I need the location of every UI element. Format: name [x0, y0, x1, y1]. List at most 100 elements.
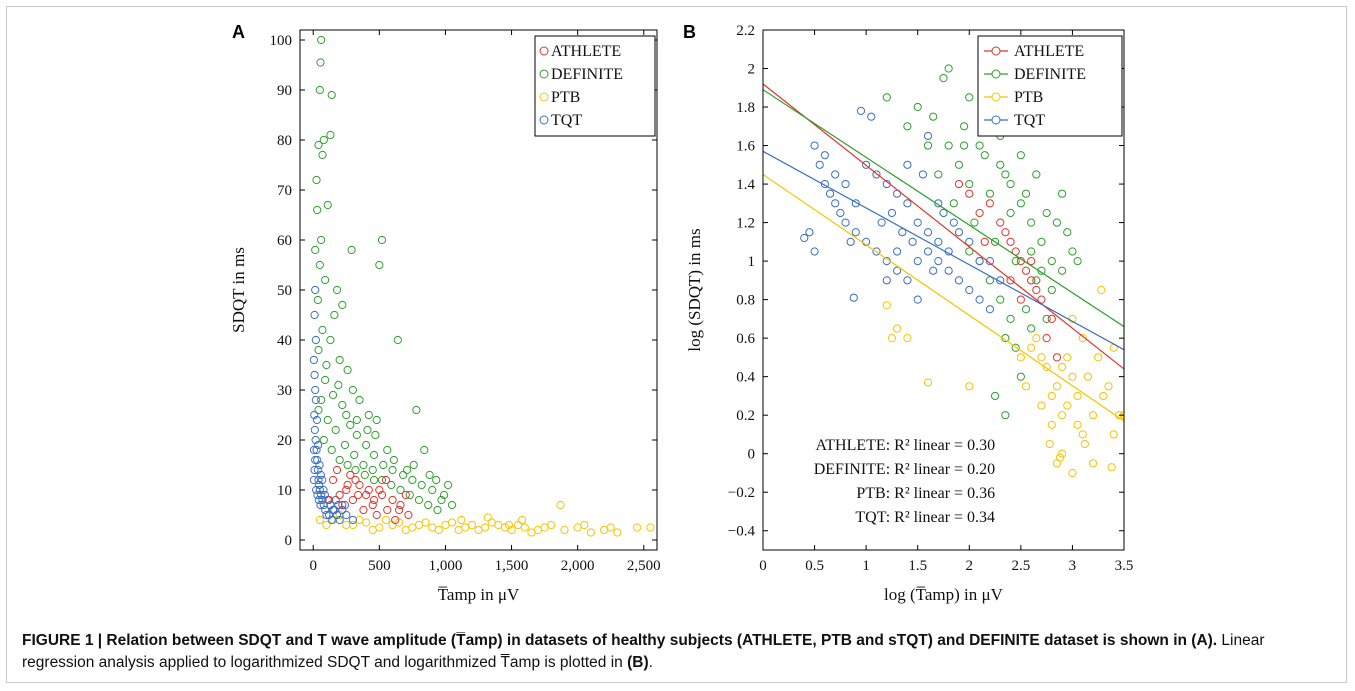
point-definite — [1052, 218, 1062, 227]
point-definite — [323, 200, 332, 210]
point-definite — [954, 160, 964, 169]
point-definite — [414, 495, 424, 505]
point-definite — [317, 395, 326, 405]
point-ptb — [560, 525, 569, 535]
point-tqt — [312, 485, 321, 495]
point-athlete — [1006, 276, 1015, 285]
point-definite — [965, 247, 974, 256]
y-tick-label: 1.8 — [736, 100, 755, 116]
point-tqt — [903, 199, 912, 208]
point-ptb — [1083, 372, 1093, 381]
point-athlete — [335, 490, 344, 500]
x-axis-label: T̅amp in μV — [438, 585, 520, 604]
point-definite — [314, 405, 323, 415]
point-ptb — [355, 515, 364, 525]
point-ptb — [540, 523, 549, 532]
legend-marker — [539, 46, 549, 56]
point-definite — [1006, 208, 1015, 218]
point-definite — [399, 470, 408, 480]
x-tick-label: 1,500 — [495, 558, 529, 574]
point-ptb — [1037, 401, 1046, 410]
point-ptb — [580, 520, 589, 530]
y-tick-label: 100 — [270, 33, 293, 49]
point-definite — [315, 85, 324, 95]
point-tqt — [965, 237, 974, 246]
point-definite — [313, 205, 322, 215]
point-definite — [1001, 411, 1010, 420]
point-athlete — [996, 218, 1005, 227]
x-tick-label: 3 — [1069, 558, 1077, 574]
point-athlete — [381, 475, 391, 485]
point-definite — [1011, 257, 1020, 266]
point-ptb — [882, 301, 891, 310]
point-definite — [1058, 266, 1067, 275]
point-definite — [1058, 189, 1067, 198]
point-definite — [335, 355, 344, 365]
point-ptb — [1073, 420, 1082, 429]
point-tqt — [322, 510, 331, 520]
point-tqt — [908, 237, 917, 246]
point-athlete — [1052, 353, 1062, 362]
x-tick-label: 1 — [862, 558, 870, 574]
point-ptb — [461, 523, 470, 532]
point-ptb — [1068, 468, 1077, 478]
point-definite — [1042, 314, 1051, 323]
point-tqt — [340, 500, 350, 510]
point-definite — [409, 460, 418, 470]
point-definite — [1032, 170, 1041, 179]
point-definite — [327, 90, 336, 100]
point-ptb — [1027, 343, 1036, 352]
point-tqt — [805, 228, 814, 237]
legend-marker — [991, 92, 1001, 102]
point-tqt — [820, 179, 829, 189]
point-tqt — [846, 237, 855, 246]
point-definite — [360, 470, 369, 480]
point-ptb — [514, 520, 523, 530]
y-tick-label: −0.4 — [728, 524, 756, 540]
point-tqt — [929, 266, 938, 275]
point-tqt — [324, 510, 334, 520]
point-ptb — [1088, 459, 1098, 468]
point-definite — [371, 430, 380, 440]
point-definite — [326, 130, 335, 140]
point-definite — [315, 260, 324, 270]
point-athlete — [1032, 285, 1041, 295]
point-definite — [944, 64, 953, 73]
y-tick-label: 0 — [285, 533, 293, 549]
legend-label: ATHLETE — [1014, 43, 1084, 60]
r2-annotation: DEFINITE: R² linear = 0.20 — [814, 461, 995, 478]
point-definite — [903, 122, 912, 131]
point-tqt — [923, 247, 933, 256]
point-ptb — [457, 515, 466, 525]
point-tqt — [851, 228, 860, 237]
x-tick-label: 500 — [368, 558, 391, 574]
point-ptb — [1099, 391, 1108, 401]
x-tick-label: 0 — [759, 558, 767, 574]
point-ptb — [483, 513, 492, 522]
point-tqt — [326, 500, 335, 510]
legend-marker — [991, 115, 1001, 125]
point-definite — [321, 375, 330, 385]
point-tqt — [975, 295, 984, 304]
point-definite — [949, 199, 958, 208]
point-tqt — [310, 370, 319, 380]
point-tqt — [831, 170, 840, 179]
point-tqt — [309, 475, 318, 485]
r2-annotation: TQT: R² linear = 0.34 — [855, 509, 995, 526]
point-ptb — [965, 382, 974, 391]
y-tick-label: 70 — [277, 183, 292, 199]
point-ptb — [342, 520, 351, 530]
legend-box — [977, 35, 1123, 137]
legend-label: PTB — [551, 89, 580, 106]
point-tqt — [335, 515, 344, 525]
point-tqt — [314, 440, 323, 450]
regression-line-tqt — [763, 150, 1124, 351]
x-tick-label: 3.5 — [1115, 558, 1134, 574]
x-tick-label: 2,500 — [627, 558, 661, 574]
point-definite — [369, 450, 379, 460]
point-ptb — [633, 523, 642, 532]
point-ptb — [474, 525, 483, 535]
point-ptb — [1063, 353, 1072, 362]
x-tick-label: 1,000 — [429, 558, 463, 574]
point-definite — [432, 475, 441, 485]
